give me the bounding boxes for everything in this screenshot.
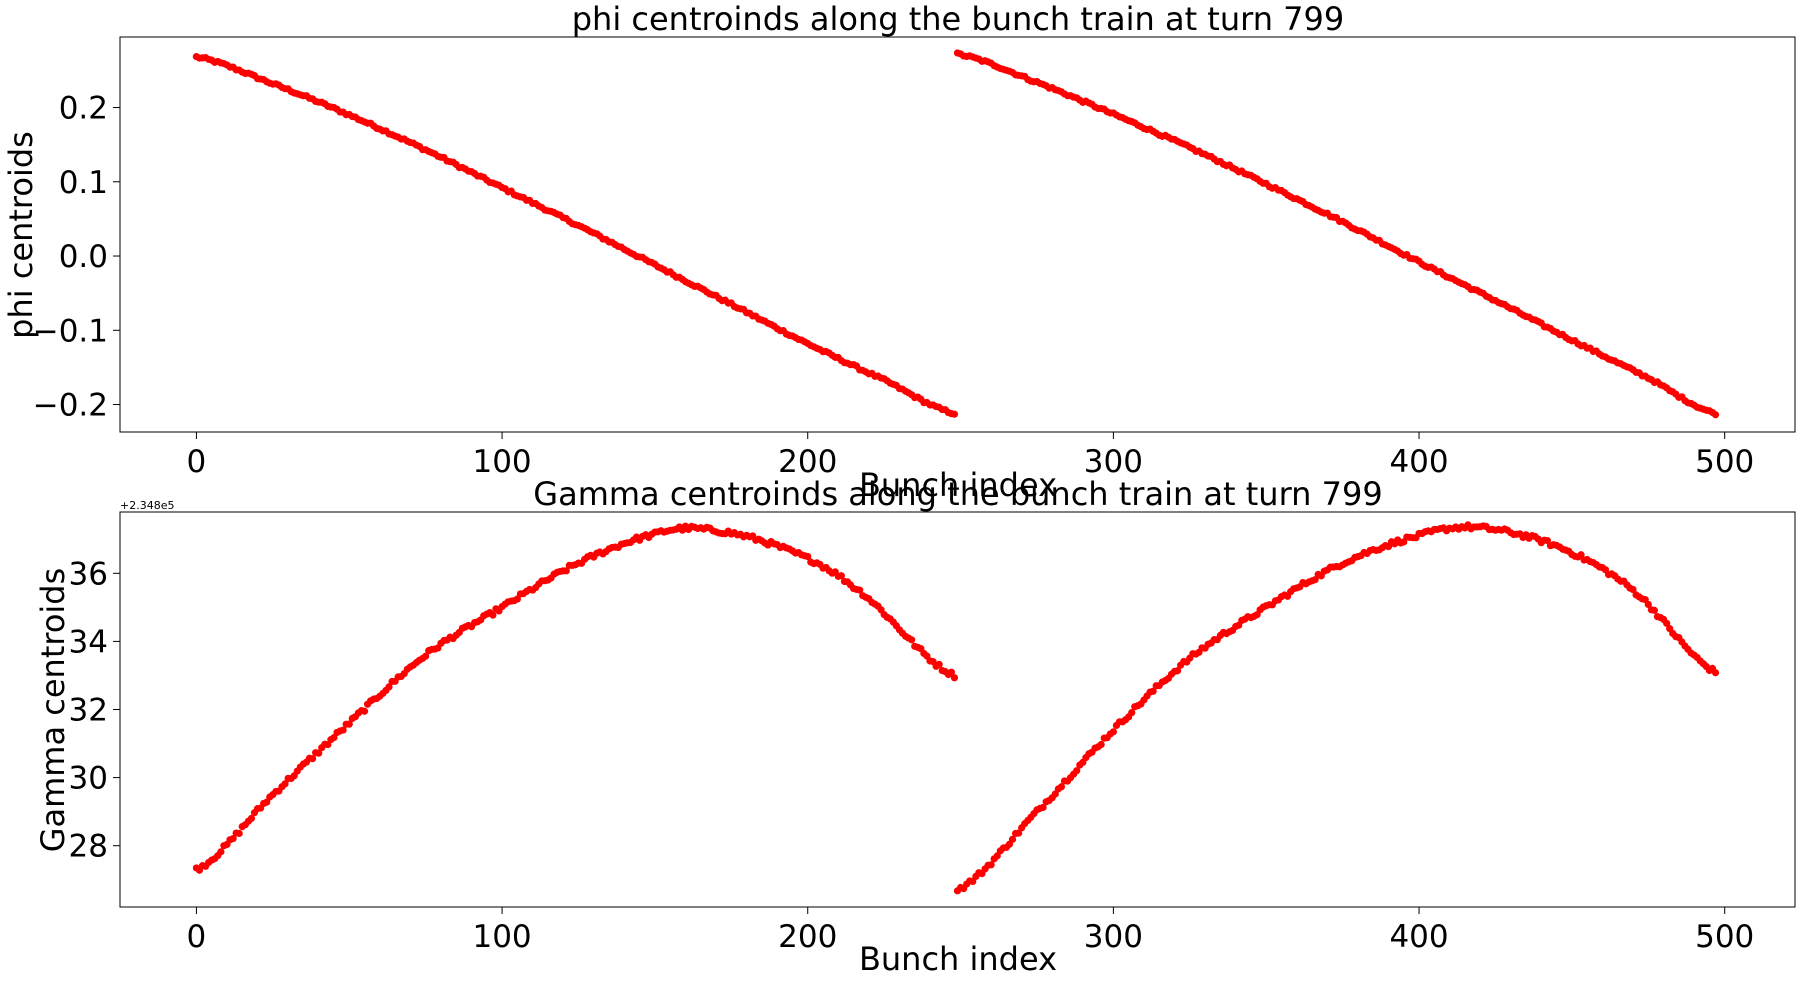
gamma-chart-point [1577,551,1585,559]
gamma-chart-points [192,521,1720,895]
gamma-chart-point [489,611,497,619]
gamma-chart-x-tick-label: 500 [1695,919,1754,955]
phi-chart-y-tick-label: 0.0 [59,239,108,275]
gamma-chart-point [1173,667,1182,675]
gamma-chart-point [1008,835,1017,843]
phi-chart-point [950,410,959,418]
gamma-chart-point [217,848,225,856]
gamma-chart-point [1073,767,1081,775]
gamma-chart-x-ticks: 0 100 200 300 400 500 [187,907,1754,955]
gamma-chart-x-tick-label: 200 [778,919,837,955]
gamma-chart-point [235,829,243,838]
gamma-chart-frame [119,511,1796,908]
phi-chart-y-tick-label: 0.2 [59,91,108,127]
phi-chart-points [192,49,1720,419]
phi-chart-y-tick-label: −0.2 [33,388,108,424]
gamma-chart-y-tick-label: 28 [69,829,108,865]
gamma-chart-x-tick-label: 0 [187,919,207,955]
gamma-chart-point [804,552,812,561]
gamma-chart-point [1149,687,1157,695]
phi-chart-x-tick-label: 300 [1084,444,1143,480]
gamma-chart-point [339,726,347,734]
gamma-chart-point [1644,600,1652,609]
gamma-chart-y-tick-label: 32 [69,693,108,729]
phi-chart-x-tick-label: 500 [1695,444,1754,480]
gamma-chart-point [263,798,271,806]
gamma-chart-point [908,636,916,644]
gamma-chart-y-axis-label: Gamma centroids [34,568,72,853]
gamma-chart-x-tick-label: 300 [1084,919,1143,955]
phi-chart-y-ticks: −0.2 −0.1 0.0 0.1 0.2 [33,91,120,424]
gamma-chart-point [360,707,369,715]
phi-chart-x-ticks: 0 100 200 300 400 500 [187,432,1754,480]
phi-chart-x-tick-label: 400 [1389,444,1448,480]
phi-chart-x-tick-label: 200 [778,444,837,480]
gamma-chart-point [345,720,353,728]
phi-chart-title: phi centroinds along the bunch train at … [572,0,1345,38]
gamma-chart: +2.348e5 Gamma centroinds along the bunc… [34,475,1796,978]
gamma-chart-point [385,683,393,691]
phi-chart-frame [119,36,1796,433]
gamma-chart-point [1629,585,1637,594]
gamma-chart-x-tick-label: 100 [472,919,531,955]
gamma-chart-y-tick-label: 36 [69,556,108,592]
gamma-chart-point [837,572,845,580]
phi-chart: phi centroinds along the bunch train at … [2,0,1796,504]
gamma-chart-point [1109,728,1117,736]
phi-chart-y-tick-label: −0.1 [33,313,108,349]
gamma-chart-y-offset-label: +2.348e5 [120,499,174,512]
gamma-chart-point [935,660,943,669]
phi-chart-y-axis-label: phi centroids [2,131,40,339]
gamma-chart-title: Gamma centroinds along the bunch train a… [533,475,1382,513]
gamma-chart-point [1663,619,1671,627]
gamma-chart-x-axis-label: Bunch index [859,940,1057,978]
gamma-chart-point [1015,829,1023,837]
gamma-chart-y-tick-label: 30 [69,761,108,797]
gamma-chart-point [950,674,959,682]
gamma-chart-point [1311,576,1319,584]
gamma-chart-point [315,749,323,757]
gamma-chart-point [1057,783,1066,791]
gamma-chart-point [229,835,237,843]
phi-chart-point [1711,411,1720,419]
gamma-chart-point [1650,606,1658,614]
gamma-chart-y-tick-label: 34 [69,624,108,660]
gamma-chart-point [947,668,955,676]
phi-chart-x-tick-label: 100 [472,444,531,480]
gamma-chart-point [308,755,317,763]
gamma-chart-point [562,567,570,575]
gamma-chart-point [247,814,256,823]
gamma-chart-point [422,652,430,660]
gamma-chart-y-ticks: 28 30 32 34 36 [69,556,120,865]
gamma-chart-point [281,780,289,788]
gamma-chart-point [1711,669,1720,677]
gamma-chart-point [987,861,995,869]
gamma-chart-point [1128,708,1136,717]
phi-chart-y-tick-label: 0.1 [59,165,108,201]
gamma-chart-point [856,586,864,594]
gamma-chart-x-tick-label: 400 [1389,919,1448,955]
gamma-chart-point [1097,740,1105,749]
gamma-chart-point [1039,803,1047,812]
phi-chart-x-tick-label: 0 [187,444,207,480]
phi-chart-x-axis-label: Bunch index [859,466,1057,504]
